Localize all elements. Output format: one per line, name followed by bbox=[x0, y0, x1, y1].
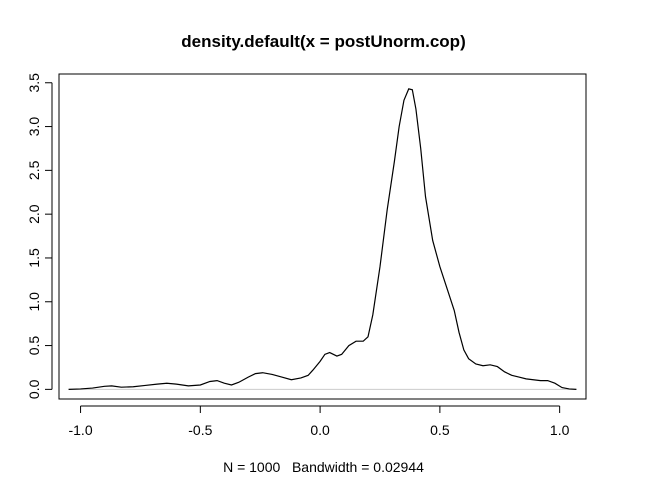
x-axis: -1.0 -0.5 0.0 0.5 1.0 bbox=[68, 405, 570, 438]
x-tick-label: 0.5 bbox=[430, 422, 450, 438]
x-tick-label: 0.0 bbox=[310, 422, 330, 438]
x-tick-label: -0.5 bbox=[188, 422, 212, 438]
y-tick-label: 2.5 bbox=[26, 160, 42, 180]
plot-frame bbox=[58, 73, 587, 400]
density-curve bbox=[68, 88, 577, 390]
x-axis-label: N = 1000 Bandwidth = 0.02944 bbox=[223, 459, 424, 475]
y-tick-label: 1.0 bbox=[26, 292, 42, 312]
y-tick-label: 0.5 bbox=[26, 336, 42, 356]
chart-title: density.default(x = postUnorm.cop) bbox=[181, 32, 465, 51]
y-tick-label: 1.5 bbox=[26, 248, 42, 268]
y-tick-label: 0.0 bbox=[26, 379, 42, 399]
y-tick-label: 3.0 bbox=[26, 117, 42, 137]
y-tick-label: 2.0 bbox=[26, 204, 42, 224]
x-tick-label: -1.0 bbox=[68, 422, 92, 438]
y-axis: 0.0 0.5 1.0 1.5 2.0 2.5 3.0 3.5 bbox=[26, 73, 53, 399]
x-tick-label: 1.0 bbox=[550, 422, 570, 438]
y-tick-label: 3.5 bbox=[26, 73, 42, 93]
